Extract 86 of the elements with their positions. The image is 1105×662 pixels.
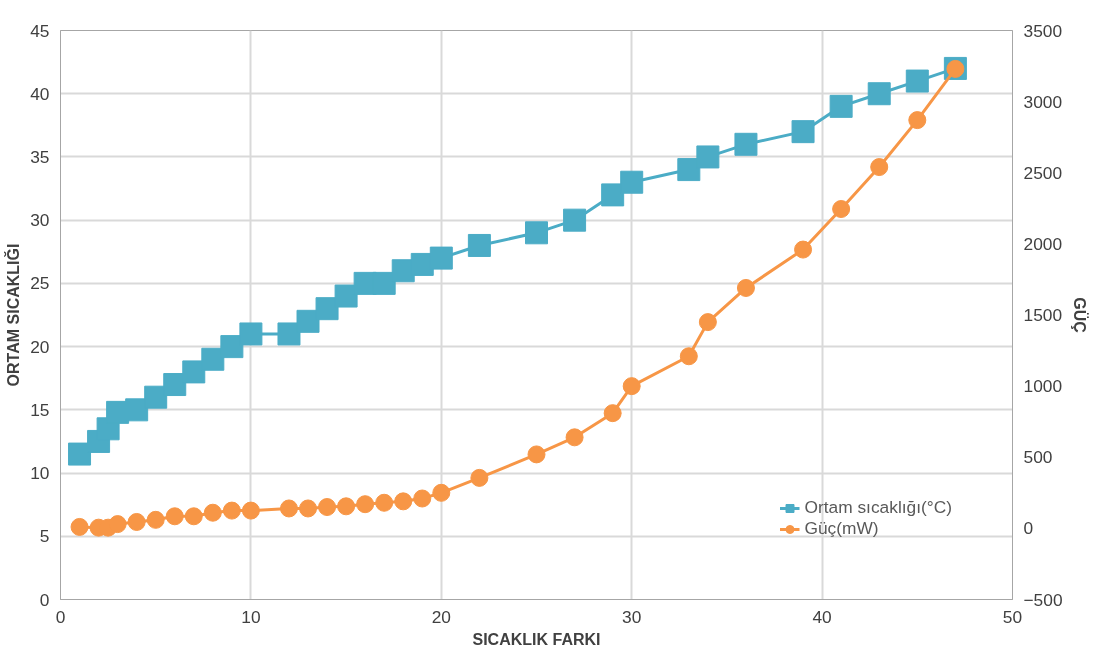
point xyxy=(736,278,755,297)
y2-tick-label: 0 xyxy=(1023,518,1034,539)
point xyxy=(277,322,301,346)
y2-tick-label: 3000 xyxy=(1023,91,1063,112)
x-tick-label: 40 xyxy=(812,606,832,627)
point xyxy=(279,499,298,518)
point xyxy=(334,284,358,308)
y-tick-label: 35 xyxy=(30,146,50,167)
x-axis-title: SICAKLIK FARKI xyxy=(472,630,601,648)
x-tick-label: 0 xyxy=(55,606,66,627)
y-tick-label: 40 xyxy=(30,83,50,104)
point xyxy=(622,377,641,396)
point xyxy=(184,507,203,526)
legend-label: Ortam sıcaklığı(°C) xyxy=(804,497,952,518)
point xyxy=(734,132,758,156)
y-tick-label: 45 xyxy=(30,20,50,41)
point xyxy=(144,385,168,409)
y-tick-label: 20 xyxy=(30,336,50,357)
y-tick-label: 30 xyxy=(30,210,50,231)
legend-label: Güç(mW) xyxy=(804,518,879,539)
y-tick-label: 5 xyxy=(39,526,50,547)
point xyxy=(565,428,584,447)
point xyxy=(470,468,489,487)
y2-tick-label: −500 xyxy=(1023,589,1063,610)
point xyxy=(698,313,717,332)
point xyxy=(372,271,396,295)
point xyxy=(375,493,394,512)
point xyxy=(867,82,891,106)
point xyxy=(870,158,889,177)
point xyxy=(677,158,701,182)
x-tick-label: 20 xyxy=(431,606,451,627)
point xyxy=(70,517,89,536)
point xyxy=(125,398,149,422)
point xyxy=(832,200,851,219)
point xyxy=(905,69,929,93)
x-tick-label: 10 xyxy=(241,606,261,627)
point xyxy=(794,240,813,259)
point xyxy=(356,495,375,514)
point xyxy=(68,442,92,466)
point xyxy=(315,297,339,321)
y2-tick-label: 3500 xyxy=(1023,20,1063,41)
point xyxy=(222,501,241,520)
point xyxy=(203,503,222,522)
point xyxy=(679,347,698,366)
point xyxy=(601,183,625,207)
y-axis-title: ORTAM SICAKLIĞI xyxy=(4,243,23,387)
point xyxy=(908,111,927,130)
y2-axis-title: GÜÇ xyxy=(1070,297,1089,334)
y2-tick-label: 2500 xyxy=(1023,162,1063,183)
y2-tick-label: 2000 xyxy=(1023,233,1063,254)
point xyxy=(394,492,413,511)
point xyxy=(603,404,622,423)
point xyxy=(127,512,146,531)
point xyxy=(318,498,337,517)
y2-tick-label: 1000 xyxy=(1023,376,1063,397)
point xyxy=(296,309,320,333)
point xyxy=(525,221,548,245)
point xyxy=(791,120,815,144)
point xyxy=(467,233,491,257)
point xyxy=(696,145,720,169)
point xyxy=(239,322,263,346)
y-tick-label: 15 xyxy=(30,399,50,420)
point xyxy=(337,497,356,516)
y-tick-label: 10 xyxy=(30,463,50,484)
point xyxy=(146,510,165,529)
point xyxy=(220,335,244,359)
point xyxy=(165,507,184,526)
y2-tick-label: 1500 xyxy=(1023,305,1063,325)
point xyxy=(429,246,453,270)
point xyxy=(108,515,127,534)
point xyxy=(241,501,260,520)
point xyxy=(620,170,644,194)
point xyxy=(829,94,853,118)
point xyxy=(163,373,187,397)
x-tick-label: 30 xyxy=(622,606,642,627)
y-tick-label: 0 xyxy=(39,589,50,610)
point xyxy=(413,489,432,508)
y-tick-label: 25 xyxy=(30,273,50,294)
y2-tick-label: 500 xyxy=(1023,447,1053,468)
x-tick-label: 50 xyxy=(1002,606,1023,627)
point xyxy=(182,360,206,384)
point xyxy=(527,445,546,464)
point xyxy=(299,499,318,518)
point xyxy=(432,483,451,502)
point xyxy=(201,347,225,371)
point xyxy=(563,208,587,232)
